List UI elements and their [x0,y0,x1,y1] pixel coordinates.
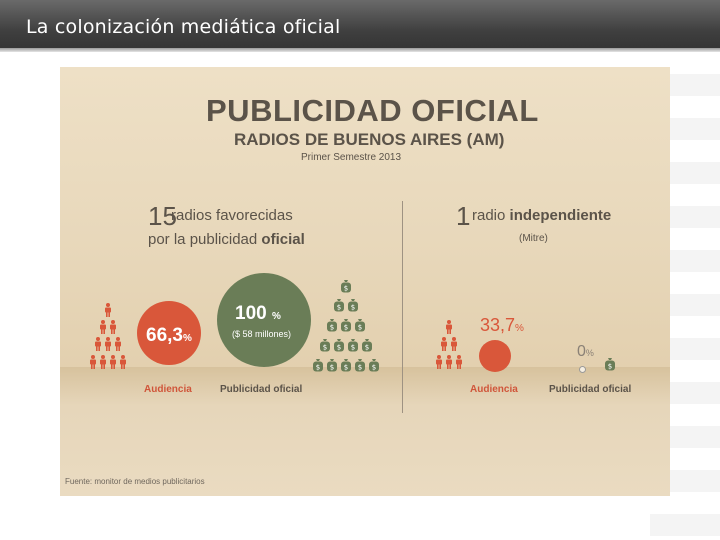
right-ad-unit: % [585,348,594,358]
person-icon [100,355,106,369]
right-ad-percent: 0% [577,343,594,361]
left-audience-percent: 66,3% [146,325,192,347]
svg-text:$: $ [358,364,362,372]
right-ad-dot [579,366,586,373]
left-ad-value: 100 [235,303,267,324]
svg-text:$: $ [351,304,355,312]
money-bag-icon: $ [355,359,365,372]
left-ad-unit: % [271,311,281,322]
person-icon [120,355,126,369]
independent-radio-name: (Mitre) [519,233,548,244]
svg-text:$: $ [344,364,348,372]
person-icon [90,355,96,369]
slide-title: La colonización mediática oficial [26,16,341,38]
right-audience-circle [479,340,511,372]
money-bag-icon: $ [605,358,615,371]
svg-text:$: $ [344,285,348,293]
svg-text:$: $ [344,324,348,332]
person-icon [95,337,101,351]
money-bag-icon: $ [355,319,365,332]
money-bag-icon: $ [341,359,351,372]
svg-text:$: $ [316,364,320,372]
money-bag-icon: $ [369,359,379,372]
svg-text:$: $ [337,304,341,312]
money-bag-icon: $ [320,339,330,352]
person-icon [436,355,442,369]
money-bag-icon: $ [327,319,337,332]
money-bag-icon: $ [327,359,337,372]
left-ad-circle [217,273,311,367]
money-bag-icon: $ [313,359,323,372]
left-audience-circle [137,301,201,365]
right-audience-unit: % [515,323,524,334]
source-note: Fuente: monitor de medios publicitarios [65,477,205,486]
svg-text:$: $ [365,344,369,352]
left-ad-amount: ($ 58 millones) [232,329,292,339]
person-icon [456,355,462,369]
right-ad-label: Publicidad oficial [549,384,632,395]
title-bar-shine [0,48,720,52]
svg-text:$: $ [358,324,362,332]
favored-radio-line2-plain: por la publicidad [148,231,262,248]
person-icon [100,320,106,334]
independent-radio-line1-plain: radio [472,207,510,224]
favored-radio-count: 15 [148,201,177,231]
money-bag-icon: $ [348,339,358,352]
right-audience-value: 33,7 [480,315,516,335]
left-ad-percent: 100 % [235,303,281,325]
svg-text:$: $ [337,344,341,352]
money-bag-icon: $ [334,299,344,312]
infographic-image: PUBLICIDAD OFICIAL RADIOS DE BUENOS AIRE… [60,67,670,496]
money-bag-icon: $ [334,339,344,352]
slide-title-bar [0,0,720,52]
favored-radio-line1: radios favorecidas [171,207,293,224]
independent-radio-count: 1 [456,201,471,231]
svg-text:$: $ [323,344,327,352]
favored-radio-line2: por la publicidad oficial [148,231,305,248]
money-bag-icon: $ [341,319,351,332]
left-ad-label: Publicidad oficial [220,384,303,395]
person-icon [110,355,116,369]
svg-text:$: $ [330,364,334,372]
right-ad-value: 0 [577,343,586,360]
person-icon [441,337,447,351]
person-icon [115,337,121,351]
favored-radio-line2-bold: oficial [261,231,305,248]
svg-text:$: $ [330,324,334,332]
person-icon [105,303,111,317]
left-audience-unit: % [182,333,192,344]
infographic-period: Primer Semestre 2013 [301,152,402,163]
money-bag-icon: $ [341,280,351,293]
person-icon [110,320,116,334]
infographic-floor [60,367,670,496]
svg-text:$: $ [372,364,376,372]
left-audience-value: 66,3 [146,325,183,346]
money-bag-icon: $ [362,339,372,352]
right-audience-label: Audiencia [470,384,518,395]
svg-text:$: $ [608,363,612,371]
person-icon [446,355,452,369]
independent-radio-line1: radio independiente [472,207,611,224]
infographic-subtitle: RADIOS DE BUENOS AIRES (AM) [234,130,505,149]
infographic-title: PUBLICIDAD OFICIAL [206,93,539,128]
person-icon [451,337,457,351]
person-icon [446,320,452,334]
person-icon [105,337,111,351]
center-divider [402,201,403,413]
left-audience-label: Audiencia [144,384,192,395]
right-audience-percent: 33,7% [480,315,524,336]
independent-radio-line1-bold: independiente [509,207,612,224]
svg-text:$: $ [351,344,355,352]
money-bag-icon: $ [348,299,358,312]
